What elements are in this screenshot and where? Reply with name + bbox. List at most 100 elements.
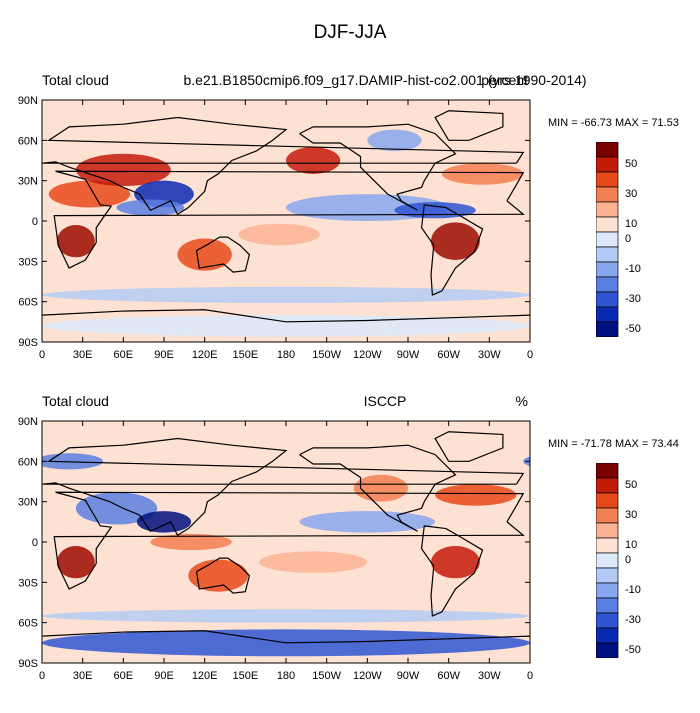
lon-tick-label: 60W bbox=[437, 670, 460, 682]
colorbar-segment bbox=[596, 291, 619, 308]
anomaly-region bbox=[523, 456, 530, 467]
lon-tick-label: 0 bbox=[527, 349, 533, 361]
anomaly-region bbox=[666, 238, 700, 270]
lon-tick-label: 30E bbox=[73, 670, 93, 682]
colorbar-segment bbox=[596, 186, 619, 203]
panel-2-minmax: MIN = -71.78 MAX = 73.44 bbox=[548, 438, 679, 450]
anomaly-region bbox=[286, 147, 341, 174]
colorbar-segment bbox=[596, 612, 619, 629]
coastline-eurasia bbox=[42, 437, 525, 537]
panel-2-center-label: ISCCP bbox=[363, 393, 407, 409]
colorbar-segment bbox=[596, 201, 619, 218]
anomaly-region bbox=[0, 629, 42, 656]
colorbar-label: 30 bbox=[625, 508, 638, 521]
panel-1-right-label: percent bbox=[481, 72, 528, 88]
lat-tick-label: 30S bbox=[18, 256, 38, 268]
anomaly-region bbox=[431, 546, 480, 579]
lon-tick-label: 180 bbox=[277, 670, 295, 682]
lat-tick-label: 30S bbox=[18, 577, 38, 589]
colorbar-segment bbox=[596, 477, 619, 494]
coastline-greenland bbox=[434, 431, 504, 462]
colorbar-segment bbox=[596, 642, 619, 658]
coastline-greenland bbox=[434, 110, 504, 141]
colorbar-label: -50 bbox=[625, 643, 641, 656]
colorbar-label: -30 bbox=[625, 613, 641, 626]
panel-2-left-label: Total cloud bbox=[42, 393, 109, 409]
map-background bbox=[42, 100, 530, 342]
lon-tick-label: 150E bbox=[232, 349, 258, 361]
lon-tick-label: 180 bbox=[277, 349, 295, 361]
lon-tick-label: 90E bbox=[154, 670, 174, 682]
lat-tick-label: 90N bbox=[18, 95, 38, 107]
colorbar-label: 0 bbox=[625, 232, 632, 245]
anomaly-region bbox=[638, 534, 700, 550]
coastline-north-america bbox=[299, 444, 457, 532]
anomaly-region bbox=[56, 546, 95, 579]
colorbar-segment bbox=[596, 276, 619, 293]
lat-tick-label: 30N bbox=[18, 176, 38, 188]
lat-tick-label: 60N bbox=[18, 135, 38, 147]
anomaly-region bbox=[353, 474, 408, 502]
anomaly-region bbox=[299, 511, 436, 533]
coastline-africa bbox=[53, 491, 525, 590]
panel-2-colorbar bbox=[596, 463, 619, 658]
colorbar-label: 10 bbox=[625, 217, 638, 230]
lat-tick-label: 30N bbox=[18, 497, 38, 509]
colorbar-segment bbox=[596, 306, 619, 323]
colorbar-segment bbox=[596, 552, 619, 569]
colorbar-segment bbox=[596, 156, 619, 173]
panel-1-left-label: Total cloud bbox=[42, 72, 109, 88]
panel-1-center-label: b.e21.B1850cmip6.f09_g17.DAMIP-hist-co2.… bbox=[183, 72, 587, 88]
colorbar-segment bbox=[596, 627, 619, 644]
lat-tick-label: 0 bbox=[32, 216, 38, 228]
colorbar-segment bbox=[596, 522, 619, 539]
colorbar-segment bbox=[596, 492, 619, 509]
colorbar-segment bbox=[596, 582, 619, 599]
lon-tick-label: 0 bbox=[527, 670, 533, 682]
colorbar-segment bbox=[596, 231, 619, 248]
anomaly-region bbox=[545, 546, 583, 578]
lon-tick-label: 90W bbox=[397, 349, 420, 361]
colorbar-label: 30 bbox=[625, 187, 638, 200]
anomaly-region bbox=[367, 129, 422, 152]
coastline-australia bbox=[195, 236, 251, 273]
anomaly-region bbox=[48, 180, 131, 208]
anomaly-region bbox=[136, 511, 192, 533]
colorbar-segment bbox=[596, 537, 619, 554]
lon-tick-label: 120E bbox=[192, 670, 218, 682]
anomaly-region bbox=[258, 551, 368, 573]
anomaly-region bbox=[150, 533, 232, 551]
lon-tick-label: 60E bbox=[114, 349, 134, 361]
colorbar-segment bbox=[596, 216, 619, 233]
colorbar-segment bbox=[596, 246, 619, 263]
anomaly-region bbox=[42, 315, 530, 337]
colorbar-label: 0 bbox=[625, 553, 632, 566]
map-background bbox=[42, 421, 530, 663]
colorbar-label: 50 bbox=[625, 157, 638, 170]
lat-tick-label: 60N bbox=[18, 456, 38, 468]
anomaly-region bbox=[116, 199, 185, 216]
anomaly-region bbox=[0, 315, 42, 337]
figure-title: DJF-JJA bbox=[313, 22, 387, 43]
lat-tick-label: 60S bbox=[18, 297, 38, 309]
lat-tick-label: 90S bbox=[18, 658, 38, 670]
anomaly-region bbox=[177, 238, 232, 271]
colorbar-segment bbox=[596, 567, 619, 584]
map-panel-2: Total cloud ISCCP % MIN = -71.78 MAX = 7… bbox=[0, 393, 700, 713]
colorbar-label: -10 bbox=[625, 262, 641, 275]
lon-tick-label: 90W bbox=[397, 670, 420, 682]
lon-tick-label: 30W bbox=[478, 349, 501, 361]
colorbar-label: -50 bbox=[625, 322, 641, 335]
coastline-antarctica bbox=[42, 309, 530, 323]
coastline-antarctica bbox=[42, 630, 530, 644]
map-panel-1: Total cloud b.e21.B1850cmip6.f09_g17.DAM… bbox=[0, 72, 700, 392]
lat-tick-label: 60S bbox=[18, 618, 38, 630]
lon-tick-label: 120W bbox=[353, 670, 382, 682]
lon-tick-label: 60E bbox=[114, 670, 134, 682]
colorbar-label: -10 bbox=[625, 583, 641, 596]
anomaly-region bbox=[75, 153, 171, 187]
panel-1-minmax: MIN = -66.73 MAX = 71.53 bbox=[548, 117, 679, 129]
lon-tick-label: 120W bbox=[353, 349, 382, 361]
panel-1-colorbar bbox=[596, 142, 619, 337]
